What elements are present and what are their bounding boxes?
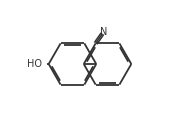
Text: HO: HO xyxy=(27,59,42,69)
Text: N: N xyxy=(100,27,108,37)
